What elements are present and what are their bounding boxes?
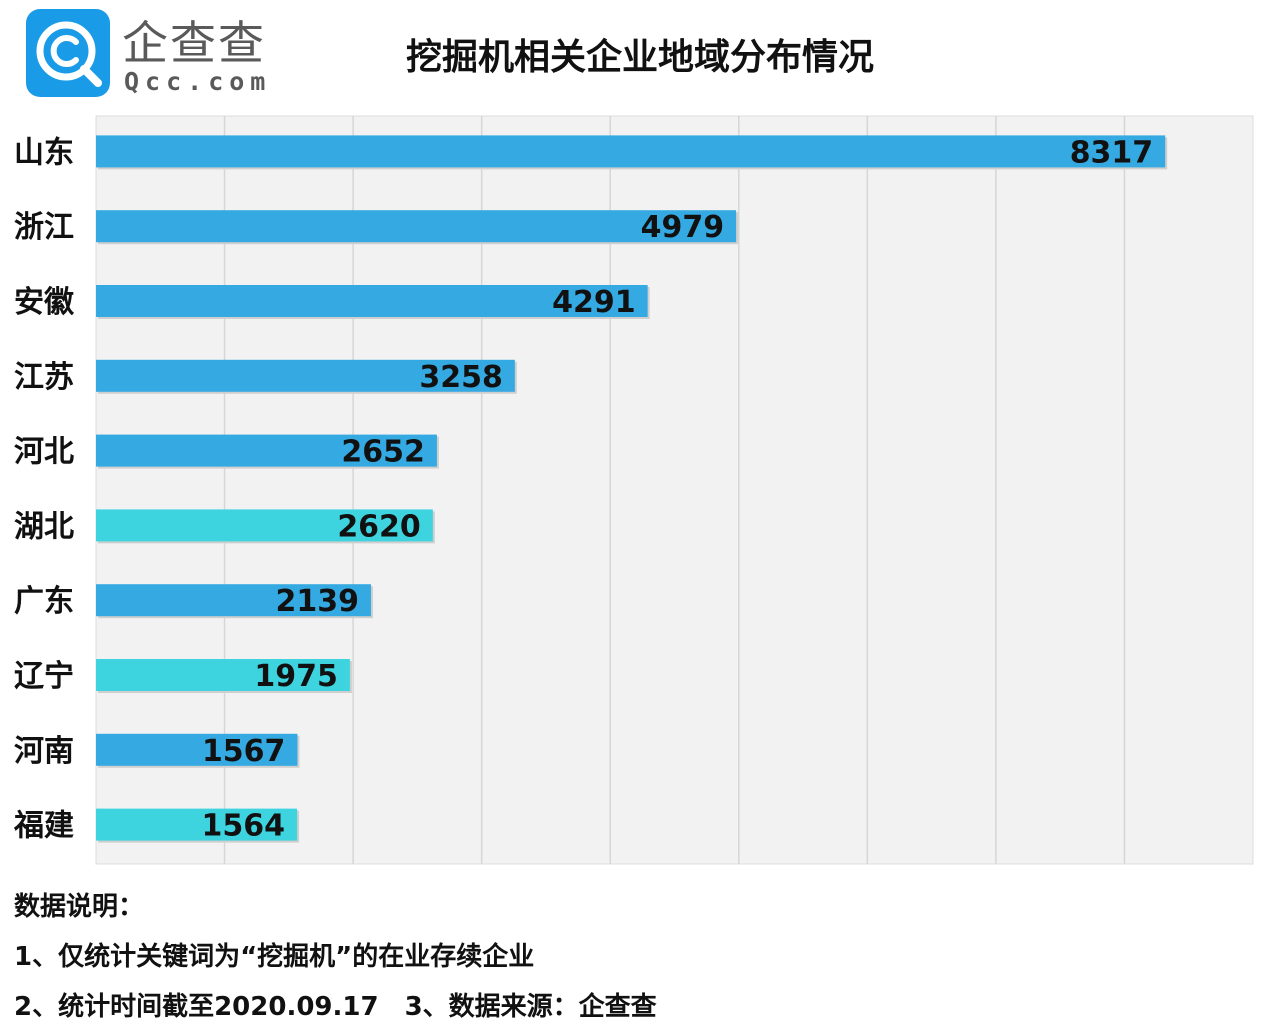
category-label: 广东	[14, 584, 74, 619]
category-label: 湖北	[14, 509, 74, 544]
category-label: 山东	[14, 135, 74, 170]
category-label: 江苏	[14, 360, 74, 395]
chart-title: 挖掘机相关企业地域分布情况	[405, 37, 874, 78]
category-label: 河南	[14, 734, 74, 769]
notes-heading: 数据说明：	[14, 892, 145, 922]
data-label: 2652	[341, 435, 425, 470]
logo-chinese-text: 企查查	[122, 16, 266, 70]
bar-山东	[96, 135, 1166, 168]
chart-svg: 8317 山东 4979 浙江 4291 安徽 3258 江苏 2652 河北 2620 湖北 2139…	[13, 115, 1254, 865]
bar-辽宁	[96, 659, 350, 691]
data-label: 1564	[202, 809, 286, 844]
logo: 企查查 Qcc.com	[26, 9, 276, 99]
bar-安徽	[96, 285, 648, 317]
bar-chart: 8317 山东 4979 浙江 4291 安徽 3258 江苏 2652 河北 2620 湖北 2139…	[0, 112, 1268, 872]
data-label: 2139	[275, 584, 359, 619]
data-notes: 数据说明： 1、仅统计关键词为“挖掘机”的在业存续企业 2、统计时间截至2020…	[14, 885, 657, 1035]
notes-line-1: 1、仅统计关键词为“挖掘机”的在业存续企业	[14, 942, 535, 972]
notes-line-2a: 2、统计时间截至2020.09.17	[14, 992, 379, 1022]
category-label: 福建	[13, 809, 74, 844]
bar-广东	[96, 584, 371, 617]
notes-line-2: 2、统计时间截至2020.09.17 3、数据来源：企查查	[14, 985, 657, 1035]
data-label: 8317	[1070, 135, 1154, 170]
bar-浙江	[96, 210, 737, 243]
bar-江苏	[96, 359, 515, 392]
data-label: 2620	[337, 509, 421, 544]
data-label: 1975	[254, 659, 338, 694]
category-label: 河北	[14, 435, 74, 470]
category-label: 安徽	[14, 285, 75, 320]
category-label: 辽宁	[14, 659, 74, 694]
data-label: 4291	[552, 285, 636, 320]
bar-河北	[96, 434, 437, 467]
bar-福建	[96, 808, 298, 841]
data-label: 4979	[641, 210, 725, 245]
data-label: 1567	[202, 734, 286, 769]
qcc-magnifier-icon	[26, 9, 110, 97]
logo-english-text: Qcc.com	[124, 67, 272, 96]
category-label: 浙江	[14, 210, 74, 245]
data-label: 3258	[419, 360, 503, 395]
bar-河南	[96, 733, 298, 766]
notes-line-2b: 3、数据来源：企查查	[404, 992, 657, 1022]
bar-湖北	[96, 509, 433, 542]
